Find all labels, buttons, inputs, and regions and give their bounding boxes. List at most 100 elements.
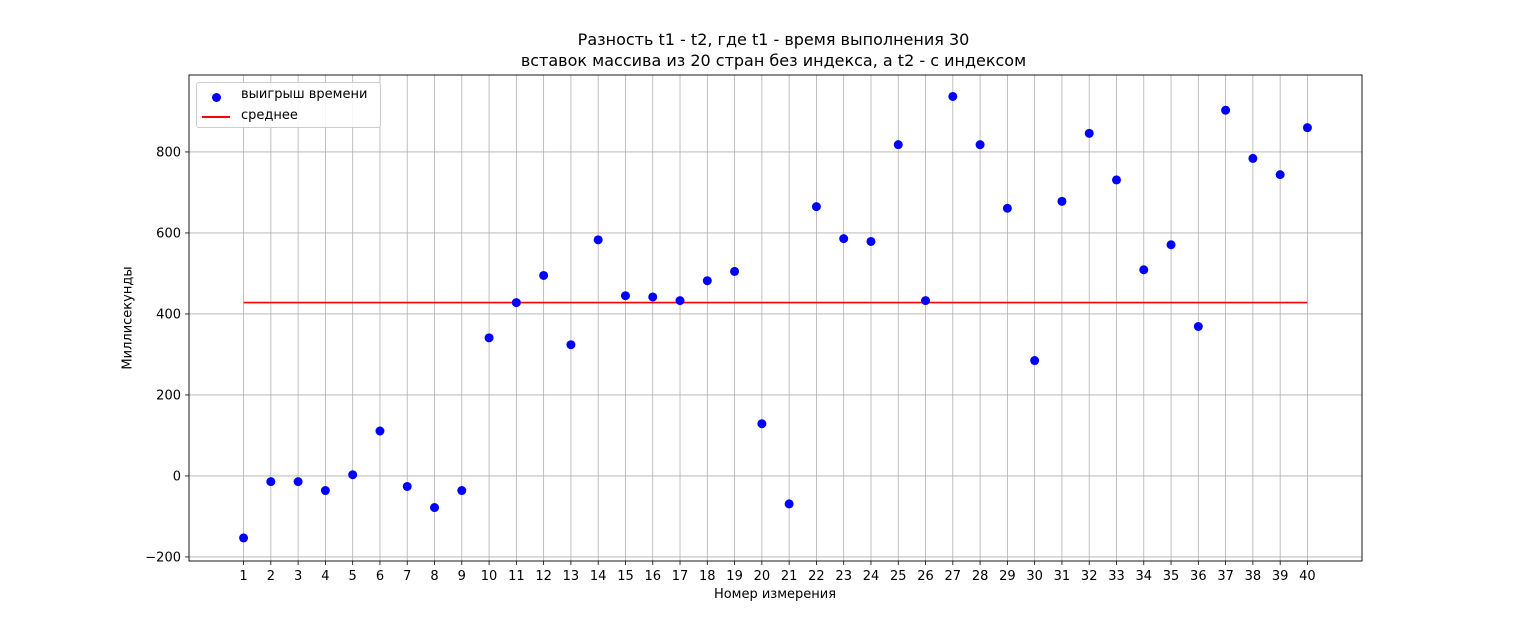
y-axis-title: Миллисекунды <box>120 266 136 370</box>
x-tick-label: 20 <box>754 569 771 584</box>
data-point <box>784 499 794 509</box>
data-point <box>1111 175 1121 185</box>
x-tick-label: 18 <box>699 569 716 584</box>
data-point <box>702 276 712 286</box>
y-tick-label: 400 <box>156 307 181 322</box>
x-tick-label: 3 <box>294 569 302 584</box>
x-tick-label: 31 <box>1054 569 1071 584</box>
data-point <box>1302 123 1312 133</box>
x-tick-label: 36 <box>1190 569 1207 584</box>
data-point <box>1248 153 1258 163</box>
data-point <box>375 426 385 436</box>
x-tick-label: 1 <box>239 569 247 584</box>
data-point <box>402 481 412 491</box>
x-tick-label: 19 <box>726 569 743 584</box>
legend-item-mean: среднее <box>197 106 382 126</box>
x-tick-label: 35 <box>1163 569 1180 584</box>
data-point <box>675 296 685 306</box>
data-point <box>866 236 876 246</box>
chart-title-line-1: Разность t1 - t2, где t1 - время выполне… <box>577 30 970 49</box>
data-point <box>948 91 958 101</box>
data-point <box>430 503 440 513</box>
x-tick-label: 26 <box>917 569 934 584</box>
x-tick-label: 32 <box>1081 569 1098 584</box>
data-point <box>839 234 849 244</box>
data-point <box>1275 170 1285 180</box>
data-point <box>320 486 330 496</box>
legend-label-points: выигрыш времени <box>241 87 368 102</box>
data-point <box>457 486 467 496</box>
x-tick-label: 8 <box>430 569 438 584</box>
x-tick-label: 6 <box>376 569 384 584</box>
data-point <box>811 202 821 212</box>
data-point <box>511 298 521 308</box>
data-point <box>1193 322 1203 332</box>
x-tick-label: 33 <box>1108 569 1125 584</box>
y-tick-label: 600 <box>156 226 181 241</box>
data-point <box>1084 128 1094 138</box>
x-tick-label: 15 <box>617 569 634 584</box>
x-tick-label: 28 <box>972 569 989 584</box>
x-tick-label: 2 <box>267 569 275 584</box>
data-point <box>757 419 767 429</box>
x-tick-label: 29 <box>999 569 1016 584</box>
x-tick-label: 17 <box>672 569 689 584</box>
x-tick-label: 34 <box>1135 569 1152 584</box>
data-point <box>1002 203 1012 213</box>
x-tick-label: 39 <box>1272 569 1289 584</box>
data-point <box>648 292 658 302</box>
data-point <box>484 333 494 343</box>
y-tick-label: −200 <box>145 550 181 565</box>
data-point <box>266 477 276 487</box>
data-point <box>1166 240 1176 250</box>
data-point <box>593 235 603 245</box>
data-point <box>1139 265 1149 275</box>
x-tick-label: 27 <box>945 569 962 584</box>
x-axis-title: Номер измерения <box>713 587 837 602</box>
legend-line-marker <box>202 116 230 118</box>
x-tick-label: 38 <box>1245 569 1262 584</box>
x-tick-label: 16 <box>644 569 661 584</box>
data-point <box>566 340 576 350</box>
x-tick-label: 37 <box>1217 569 1234 584</box>
data-point <box>1221 105 1231 115</box>
plot-frame <box>188 74 1363 562</box>
y-tick-label: 200 <box>156 388 181 403</box>
data-point <box>921 296 931 306</box>
x-tick-label: 12 <box>535 569 552 584</box>
x-tick-label: 14 <box>590 569 607 584</box>
data-point <box>893 140 903 150</box>
x-tick-label: 30 <box>1026 569 1043 584</box>
x-tick-label: 22 <box>808 569 825 584</box>
data-point <box>1057 196 1067 206</box>
x-tick-label: 4 <box>321 569 329 584</box>
x-tick-label: 24 <box>863 569 880 584</box>
data-point <box>730 266 740 276</box>
x-tick-label: 9 <box>458 569 466 584</box>
x-tick-label: 21 <box>781 569 798 584</box>
data-point <box>975 140 985 150</box>
x-tick-label: 40 <box>1299 569 1316 584</box>
legend: выигрыш времени среднее <box>196 82 381 128</box>
data-point <box>239 533 249 543</box>
y-tick-label: 800 <box>156 145 181 160</box>
x-tick-label: 23 <box>835 569 852 584</box>
x-tick-label: 7 <box>403 569 411 584</box>
y-tick-label: 0 <box>173 469 181 484</box>
data-point <box>348 470 358 480</box>
data-point <box>539 270 549 280</box>
x-tick-label: 11 <box>508 569 525 584</box>
x-tick-label: 13 <box>563 569 580 584</box>
x-tick-label: 10 <box>481 569 498 584</box>
data-point <box>620 291 630 301</box>
data-point <box>1030 356 1040 366</box>
x-tick-label: 5 <box>349 569 357 584</box>
chart-title-line-2: вставок массива из 20 стран без индекса,… <box>520 51 1027 70</box>
legend-dot-marker <box>212 93 221 102</box>
x-tick-label: 25 <box>890 569 907 584</box>
data-point <box>293 477 303 487</box>
legend-item-points: выигрыш времени <box>197 85 382 105</box>
legend-label-mean: среднее <box>241 108 298 123</box>
